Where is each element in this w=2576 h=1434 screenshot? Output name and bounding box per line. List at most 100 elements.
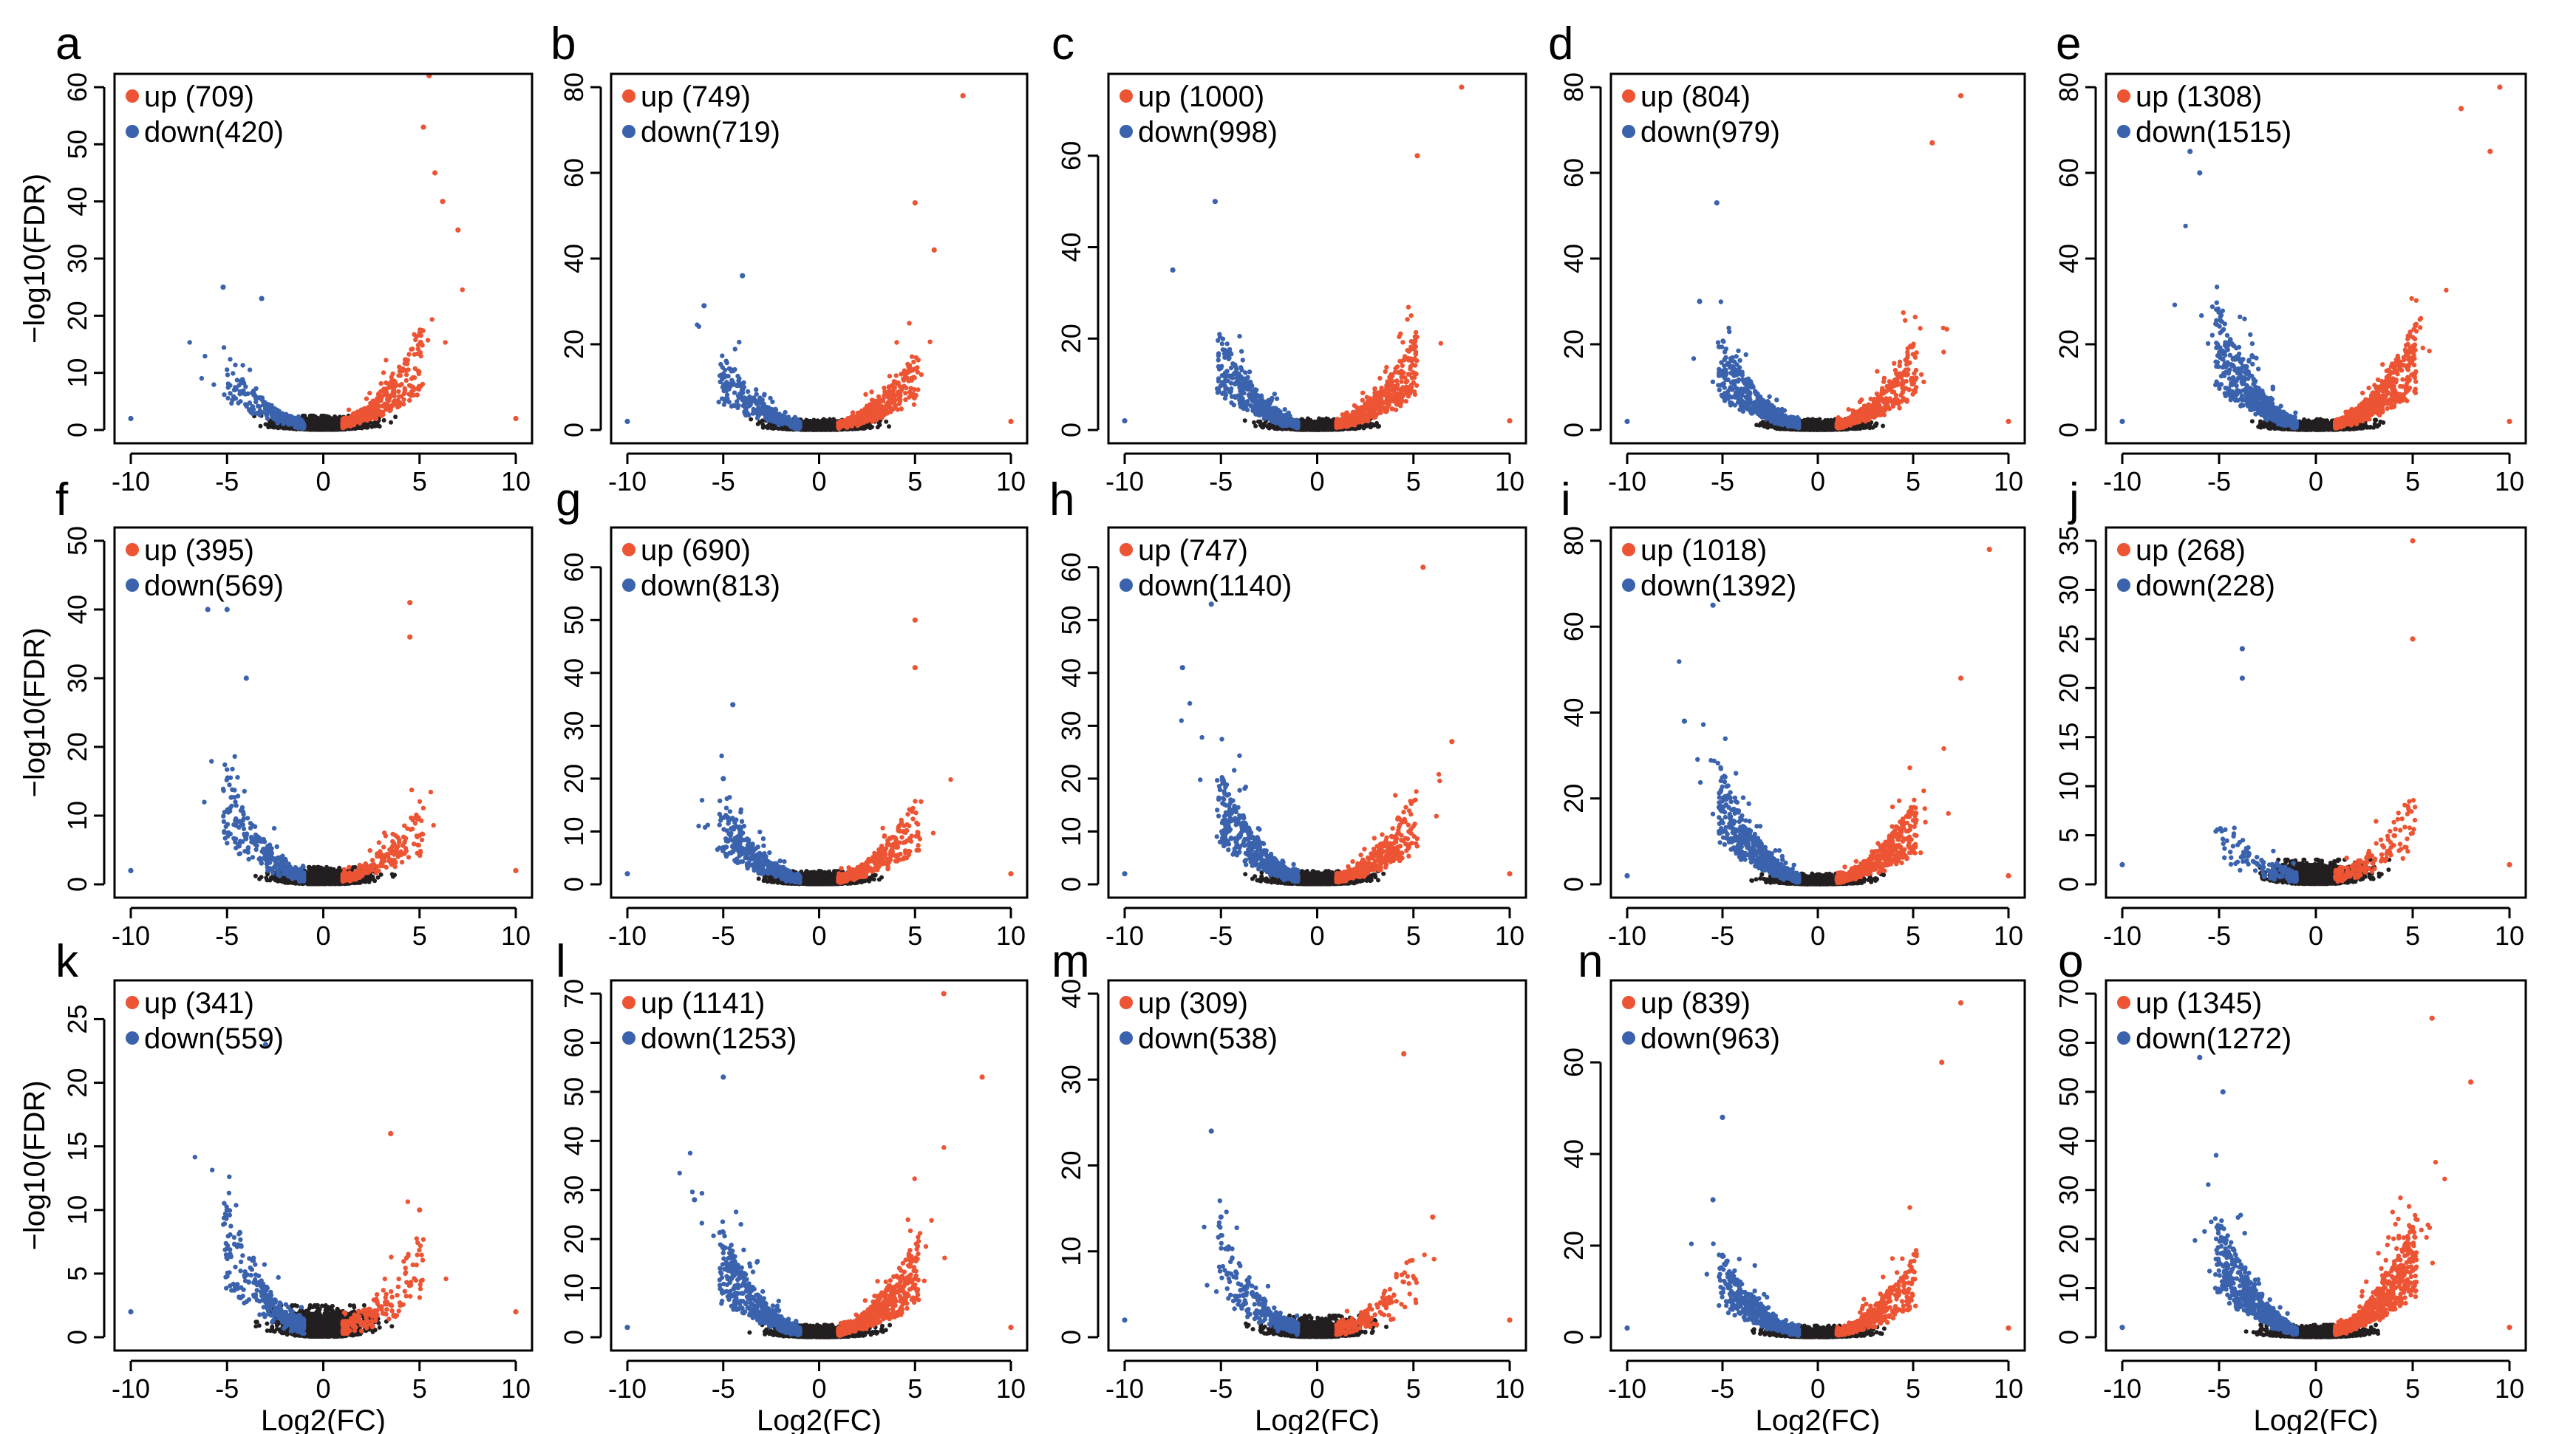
down-point (272, 406, 277, 412)
up-point (379, 413, 384, 418)
down-point (735, 399, 740, 404)
ns-point (877, 423, 882, 428)
y-tick-label: 0 (559, 423, 589, 437)
down-point (751, 395, 757, 400)
ns-point (258, 423, 263, 429)
y-tick-label: 50 (62, 129, 92, 159)
up-point (901, 376, 906, 382)
ns-point (763, 424, 769, 429)
up-point (848, 414, 854, 420)
down-point (762, 392, 767, 398)
ns-point (1242, 418, 1247, 423)
down-point (221, 345, 227, 350)
down-point (228, 391, 233, 396)
x-tick-label: 10 (501, 466, 531, 496)
up-point (415, 392, 420, 397)
up-point (887, 373, 893, 379)
up-point (865, 409, 871, 414)
up-outlier-point (1008, 418, 1014, 425)
up-point (868, 417, 873, 423)
up-point (376, 391, 381, 397)
down-point (257, 408, 263, 414)
ns-point (802, 420, 807, 426)
up-point (911, 402, 917, 407)
down-outlier-point (624, 418, 630, 425)
up-point (916, 358, 921, 363)
up-point (351, 419, 356, 424)
down-point (293, 424, 299, 429)
up-outlier-point (426, 74, 432, 79)
up-point (397, 403, 402, 409)
ns-point (322, 417, 327, 422)
ns-point (884, 419, 889, 424)
down-point (240, 378, 246, 383)
up-point (460, 287, 465, 293)
up-point (358, 407, 364, 412)
down-point (237, 392, 242, 397)
down-point (720, 365, 725, 370)
ns-point (820, 422, 825, 427)
up-point (381, 370, 386, 375)
up-point (894, 340, 899, 345)
up-point (412, 375, 418, 380)
down-point (729, 378, 735, 383)
data-points (624, 93, 1014, 432)
up-outlier-point (420, 124, 426, 130)
ns-point (302, 413, 307, 418)
down-point (729, 403, 735, 409)
up-point (907, 395, 912, 400)
ns-point (316, 427, 321, 432)
down-point (228, 357, 233, 362)
ns-point (749, 417, 754, 422)
x-tick-label: -10 (608, 466, 647, 496)
up-point (869, 397, 875, 403)
ns-point (276, 426, 281, 431)
up-point (871, 418, 876, 423)
up-point (903, 397, 908, 403)
up-point (418, 339, 423, 345)
y-tick-label: 40 (559, 244, 589, 273)
up-point (903, 391, 908, 396)
up-point (414, 334, 419, 339)
up-point (895, 392, 900, 397)
up-point (869, 389, 874, 395)
up-point (402, 361, 407, 366)
up-point (881, 408, 886, 413)
ns-point (307, 413, 313, 418)
up-point (398, 383, 403, 388)
ns-point (381, 417, 386, 423)
up-outlier-point (440, 199, 446, 205)
up-point (882, 385, 887, 391)
ns-point (760, 422, 766, 427)
ns-point (263, 422, 268, 427)
x-tick-label: 10 (996, 466, 1026, 496)
y-tick-label: 30 (62, 244, 92, 273)
up-point (375, 399, 380, 405)
down-outlier-point (740, 273, 746, 279)
up-point (384, 358, 389, 363)
up-point (868, 403, 873, 408)
up-point (886, 390, 891, 395)
up-point (392, 394, 397, 399)
ns-point (316, 415, 321, 420)
ns-point (311, 413, 316, 418)
down-point (772, 412, 777, 417)
ns-point (1374, 420, 1379, 426)
down-point (768, 407, 773, 413)
up-point (836, 420, 841, 426)
up-point (401, 401, 406, 407)
down-point (773, 406, 778, 412)
up-point (877, 404, 883, 409)
ns-point (755, 421, 760, 426)
legend-marker-down (622, 125, 636, 138)
down-point (720, 371, 726, 377)
up-point (386, 398, 391, 404)
up-outlier-point (912, 200, 918, 206)
down-point (228, 383, 233, 388)
ns-point (831, 417, 836, 422)
down-point (732, 346, 737, 352)
panel-letter: c (1052, 18, 1074, 69)
down-point (243, 392, 248, 397)
up-point (364, 396, 369, 401)
